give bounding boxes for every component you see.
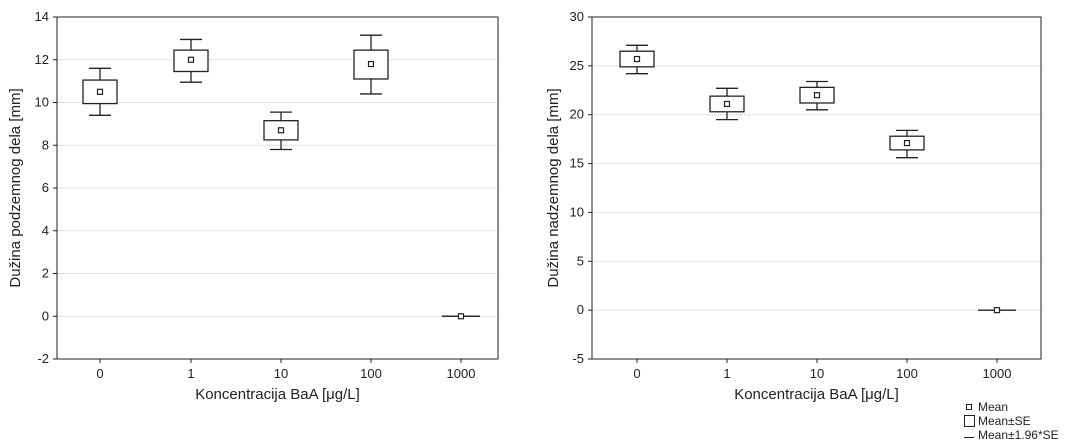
- x-tick-label: 100: [896, 366, 918, 381]
- y-tick-label: 6: [42, 180, 49, 195]
- box-item-1000: [978, 307, 1016, 314]
- mean-marker: [367, 60, 375, 68]
- mean-marker: [457, 313, 465, 320]
- y-tick-label: 8: [42, 137, 49, 152]
- box-item-100: [353, 34, 389, 95]
- box-item-1: [173, 38, 209, 83]
- mean-marker: [723, 100, 731, 108]
- legend-item-mean: Mean: [962, 400, 1008, 414]
- mean-marker: [277, 127, 285, 134]
- se-box: [353, 49, 389, 80]
- y-tick-label: 5: [577, 253, 584, 268]
- x-tick-label: 1: [723, 366, 730, 381]
- x-tick-label: 1000: [983, 366, 1012, 381]
- x-tick-label: 0: [96, 366, 103, 381]
- mean-marker: [903, 139, 911, 147]
- box-item-1: [709, 87, 745, 121]
- y-tick-label: 12: [35, 52, 49, 67]
- x-tick-label: 1: [187, 366, 194, 381]
- y-tick-label: 2: [42, 266, 49, 281]
- y-tick-label: 0: [42, 308, 49, 323]
- x-axis-title: Koncentracija BaA [μg/L]: [195, 386, 360, 403]
- y-tick-label: 20: [570, 107, 584, 122]
- ci-whisker-icon: [962, 429, 976, 441]
- chart-legend: Mean Mean±SE Mean±1.96*SE: [962, 400, 1080, 443]
- plot-frame: [591, 16, 1042, 360]
- legend-item-ci: Mean±1.96*SE: [962, 428, 1059, 442]
- mean-marker: [993, 307, 1001, 314]
- y-tick-label: 10: [570, 204, 584, 219]
- x-tick-label: 10: [810, 366, 824, 381]
- box-item-0: [619, 44, 655, 75]
- box-item-0: [82, 67, 118, 116]
- mean-marker: [187, 56, 195, 63]
- y-tick-label: 10: [35, 95, 49, 110]
- y-tick-label: -2: [37, 351, 49, 366]
- legend-item-se: Mean±SE: [962, 414, 1031, 428]
- box-item-1000: [442, 313, 480, 320]
- y-axis-title: Dužina podzemnog dela [mm]: [7, 88, 24, 287]
- box-item-10: [263, 111, 299, 151]
- legend-label-se: Mean±SE: [978, 414, 1031, 428]
- x-tick-label: 100: [360, 366, 382, 381]
- mean-marker: [96, 88, 104, 95]
- y-tick-label: -5: [572, 351, 584, 366]
- x-tick-label: 10: [274, 366, 288, 381]
- mean-marker-icon: [962, 401, 976, 413]
- se-box-icon: [962, 415, 976, 427]
- y-tick-label: 30: [570, 9, 584, 24]
- x-tick-label: 1000: [447, 366, 476, 381]
- mean-marker: [813, 92, 821, 99]
- box-item-10: [799, 80, 835, 111]
- box-item-100: [889, 129, 925, 159]
- mean-marker: [633, 55, 641, 63]
- chart-panel-1: -2 0 2 4 6 8 10 12 14 0 1 10 100 1000 Koncentracija Ba…: [7, 9, 499, 403]
- x-tick-label: 0: [633, 366, 640, 381]
- x-axis-title: Koncentracija BaA [μg/L]: [734, 386, 899, 403]
- y-tick-label: 14: [35, 9, 49, 24]
- legend-label-ci: Mean±1.96*SE: [978, 428, 1059, 442]
- y-tick-label: 0: [577, 302, 584, 317]
- chart-panel-2: -5 0 5 10 15 20 25 30 0 1 10 100 1000 Koncentracija B…: [545, 9, 1042, 403]
- y-axis-title: Dužina nadzemnog dela [mm]: [545, 88, 562, 287]
- y-tick-label: 15: [570, 156, 584, 171]
- y-tick-label: 4: [42, 223, 49, 238]
- legend-label-mean: Mean: [978, 400, 1009, 414]
- y-tick-label: 25: [570, 58, 584, 73]
